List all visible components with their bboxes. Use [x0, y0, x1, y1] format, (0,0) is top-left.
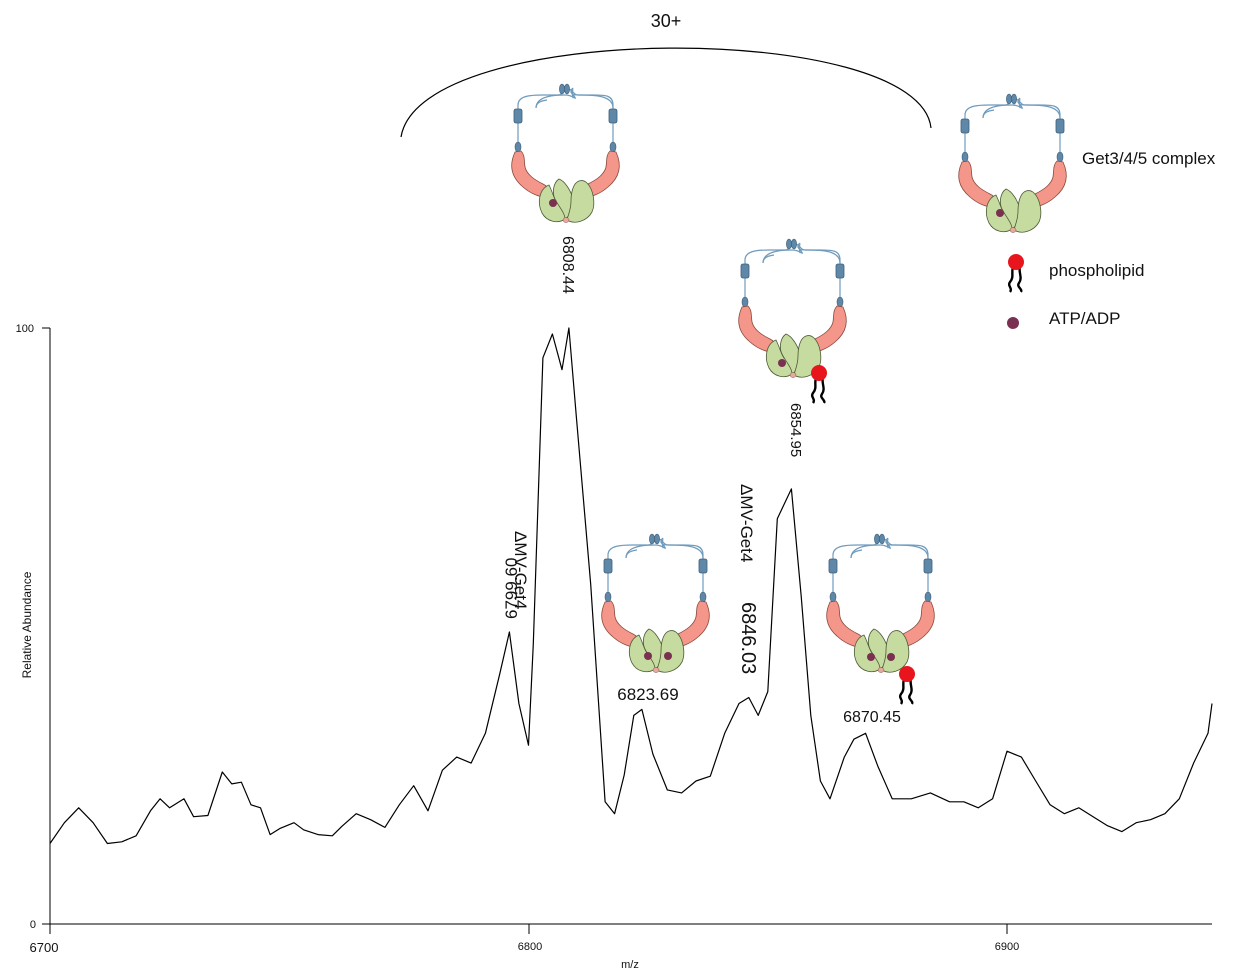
charge-state-label: 30+ — [651, 11, 682, 31]
x-tick-label-6800: 6800 — [518, 941, 542, 953]
phospholipid-icon — [1007, 254, 1024, 293]
peak-labels: 6808.44 6854.95 6799.60 ΔMV-Get4 ΔMV-Get… — [502, 236, 901, 726]
x-axis-title: m/z — [621, 959, 639, 971]
phospholipid-icon — [898, 666, 915, 705]
x-tick-label-6900: 6900 — [995, 941, 1019, 953]
complex-icon — [738, 238, 847, 404]
peak-label-6823: 6823.69 — [617, 685, 678, 704]
peak-label-6846: 6846.03 — [737, 602, 759, 674]
peak-label-6799: 6799.60 — [502, 558, 521, 619]
legend-label-complex: Get3/4/5 complex — [1082, 149, 1216, 168]
nucleotide-icon — [867, 653, 875, 661]
spectrum-trace — [49, 327, 1213, 845]
complex-icon — [601, 533, 710, 674]
charge-arc — [400, 47, 932, 138]
legend-label-nucleotide: ATP/ADP — [1049, 309, 1120, 328]
y-tick-label-100: 100 — [16, 323, 34, 335]
peak-label-6870: 6870.45 — [843, 709, 901, 726]
nucleotide-icon — [549, 199, 557, 207]
peak-note-6846: ΔMV-Get4 — [737, 484, 756, 562]
nucleotide-icon — [887, 653, 895, 661]
complex-icon — [826, 533, 935, 705]
nucleotide-icon — [778, 359, 786, 367]
nucleotide-icon — [644, 652, 652, 660]
nucleotide-icon — [1007, 317, 1019, 329]
y-axis-title: Relative Abundance — [20, 571, 34, 678]
x-tick-label-6700: 6700 — [30, 940, 59, 955]
phospholipid-icon — [810, 365, 827, 404]
peak-label-6808: 6808.44 — [559, 236, 576, 294]
y-tick-label-0: 0 — [30, 919, 36, 931]
nucleotide-icon — [996, 209, 1004, 217]
axes: 100 0 6700 6800 6900 m/z Relative Abunda… — [16, 323, 1212, 971]
complex-icon — [958, 93, 1067, 234]
complex-illustrations — [511, 83, 1067, 705]
peak-label-6854: 6854.95 — [787, 403, 804, 457]
legend: Get3/4/5 complex phospholipid ATP/ADP — [1007, 149, 1216, 329]
nucleotide-icon — [664, 652, 672, 660]
complex-icon — [511, 83, 620, 224]
legend-label-phospholipid: phospholipid — [1049, 261, 1144, 280]
charge-state-bracket: 30+ — [400, 11, 932, 138]
peak-note-6799: ΔMV-Get4 — [511, 531, 530, 609]
